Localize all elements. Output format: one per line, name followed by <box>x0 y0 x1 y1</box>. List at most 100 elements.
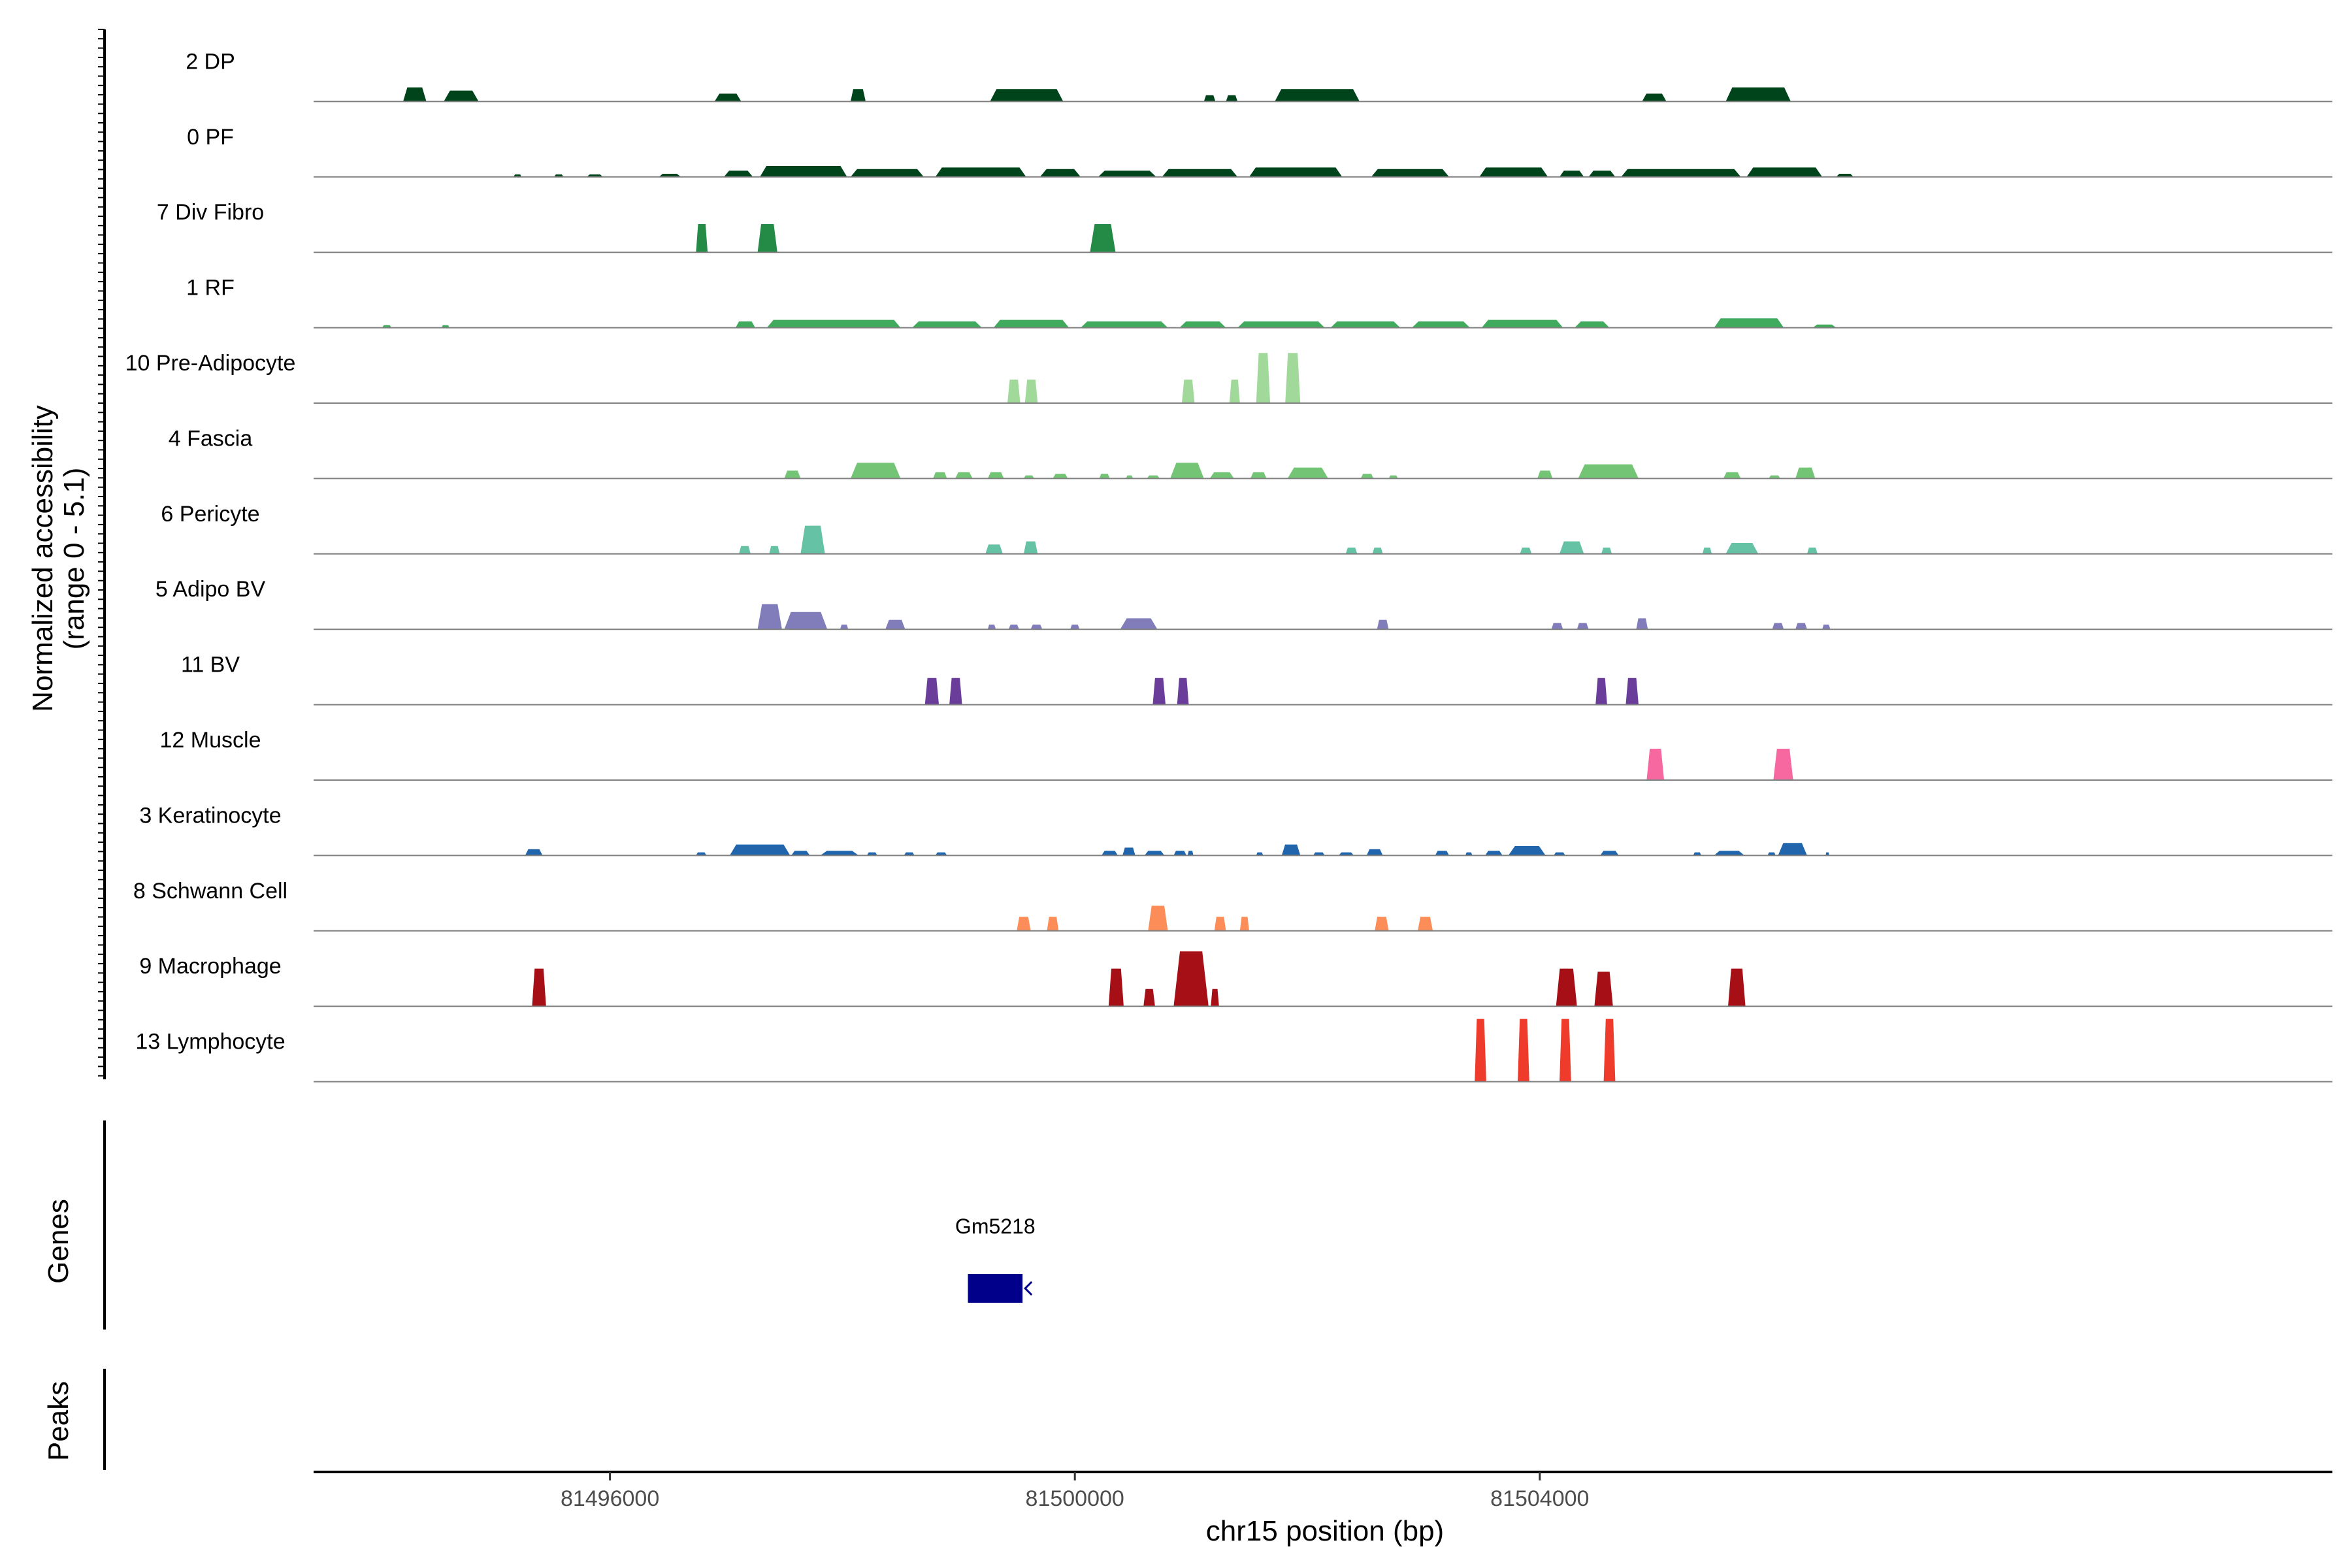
coverage-peak <box>1209 472 1234 479</box>
coverage-peak <box>757 604 782 630</box>
coverage-peak <box>1366 849 1383 856</box>
track-label: 11 BV <box>181 653 240 678</box>
coverage-peak <box>1560 541 1584 554</box>
coverage-peak <box>1256 852 1264 856</box>
coverage-peak <box>1642 93 1667 102</box>
coverage-peak <box>912 321 982 328</box>
coverage-peak <box>1551 623 1563 630</box>
coverage-peak <box>1144 851 1165 856</box>
track-5-adipo-bv: 5 Adipo BV <box>155 577 2332 630</box>
coverage-peak <box>1728 968 1746 1007</box>
coverage-peak <box>955 472 973 479</box>
coverage-peak <box>1481 319 1563 328</box>
coverage-peak <box>1170 463 1204 479</box>
coverage-peak <box>696 852 707 856</box>
coverage-peak <box>784 612 828 630</box>
track-label: 10 Pre-Adipocyte <box>125 351 296 376</box>
coverage-peak <box>1725 87 1791 102</box>
track-10-pre-adipocyte: 10 Pre-Adipocyte <box>125 351 2332 404</box>
coverage-peak <box>1479 167 1548 177</box>
coverage-peak <box>735 321 755 328</box>
coverage-peak <box>1152 678 1166 705</box>
coverage-peak <box>1287 467 1328 479</box>
coverage-peak <box>850 463 901 479</box>
coverage-peak <box>1148 906 1168 931</box>
coverage-peak <box>729 844 791 856</box>
track-9-macrophage: 9 Macrophage <box>139 951 2332 1007</box>
coverage-peak <box>1237 321 1325 328</box>
coverage-peak <box>1214 917 1226 931</box>
coverage-peak <box>933 472 947 479</box>
coverage-peak <box>949 678 962 705</box>
coverage-peak <box>1560 171 1584 177</box>
track-3-keratinocyte: 3 Keratinocyte <box>139 803 2332 857</box>
coverage-peak <box>885 619 906 630</box>
coverage-peak <box>1098 171 1156 177</box>
coverage-peak <box>990 89 1064 102</box>
coverage-peak <box>784 470 801 479</box>
coverage-peak <box>1537 470 1553 479</box>
x-tick-label: 81504000 <box>1490 1486 1589 1511</box>
coverage-peak <box>935 852 947 856</box>
coverage-peak <box>532 968 546 1007</box>
coverage-peak <box>1812 324 1837 328</box>
track-2-dp: 2 DP <box>186 49 2332 103</box>
coverage-peak <box>1578 464 1639 479</box>
coverage-peak <box>820 851 859 856</box>
gene-exon <box>968 1274 1023 1303</box>
coverage-peak <box>1575 321 1610 328</box>
coverage-peak <box>1554 852 1565 856</box>
coverage-peak <box>1693 852 1701 856</box>
coverage-peak <box>1030 625 1043 630</box>
coverage-peak <box>1836 174 1854 177</box>
coverage-peak <box>1047 917 1059 931</box>
coverage-peak <box>850 89 866 102</box>
coverage-peak <box>760 166 847 177</box>
coverage-peak <box>840 625 849 630</box>
coverage-peak <box>1520 547 1532 554</box>
coverage-peak <box>525 849 543 856</box>
coverage-peak <box>1773 749 1793 780</box>
coverage-peak <box>1508 846 1546 856</box>
coverage-peak <box>1377 619 1389 630</box>
track-0-pf: 0 PF <box>187 125 2332 178</box>
genes-panel-label: Genes <box>42 1199 74 1284</box>
track-4-fascia: 4 Fascia <box>169 426 2332 480</box>
track-12-muscle: 12 Muscle <box>160 728 2332 781</box>
coverage-peak <box>1330 321 1401 328</box>
coverage-peak <box>1239 917 1249 931</box>
coverage-peak <box>1822 625 1831 630</box>
coverage-peak <box>1081 321 1168 328</box>
coverage-peak <box>1825 852 1829 856</box>
coverage-peak <box>1023 475 1034 479</box>
track-label: 1 RF <box>186 276 235 301</box>
genes-layer: Gm5218 <box>955 1215 1036 1303</box>
y-axis-subtitle: (range 0 - 5.1) <box>58 468 90 650</box>
coverage-peak <box>1485 851 1503 856</box>
track-13-lymphocyte: 13 Lymphocyte <box>135 1019 2332 1083</box>
coverage-peak <box>1388 475 1398 479</box>
coverage-peak <box>1173 851 1186 856</box>
coverage-peak <box>1465 852 1473 856</box>
coverage-peak <box>1723 472 1741 479</box>
coverage-peak <box>1102 851 1118 856</box>
coverage-peak <box>1767 852 1776 856</box>
coverage-peak <box>1772 623 1784 630</box>
coverage-peak <box>1795 467 1816 479</box>
coverage-peak <box>769 546 780 554</box>
coverage-peak <box>1250 472 1267 479</box>
coverage-peak <box>993 319 1070 328</box>
coverage-peak <box>1070 625 1080 630</box>
coverage-peak <box>1143 988 1155 1007</box>
coverage-peak <box>1024 380 1038 403</box>
coverage-peak <box>1126 475 1134 479</box>
coverage-peak <box>904 852 915 856</box>
coverage-peak <box>1229 380 1240 403</box>
coverage-peak <box>1108 968 1124 1007</box>
coverage-peak <box>714 93 742 102</box>
coverage-peak <box>1187 851 1194 856</box>
coverage-peak <box>1173 951 1209 1007</box>
x-tick-label: 81496000 <box>561 1486 659 1511</box>
coverage-peak <box>1576 623 1589 630</box>
track-label: 8 Schwann Cell <box>133 879 287 904</box>
